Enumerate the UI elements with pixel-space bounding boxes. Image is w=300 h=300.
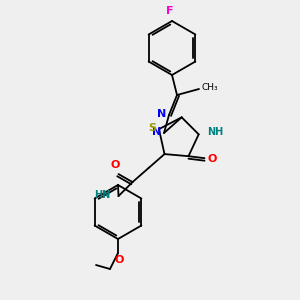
Text: NH: NH (207, 128, 223, 137)
Text: O: O (208, 154, 217, 164)
Text: HN: HN (94, 190, 110, 200)
Text: F: F (166, 6, 174, 16)
Text: S: S (148, 123, 156, 133)
Text: N: N (152, 127, 162, 137)
Text: N: N (158, 109, 166, 119)
Text: O: O (111, 160, 120, 170)
Text: O: O (114, 255, 124, 265)
Text: CH₃: CH₃ (201, 83, 217, 92)
